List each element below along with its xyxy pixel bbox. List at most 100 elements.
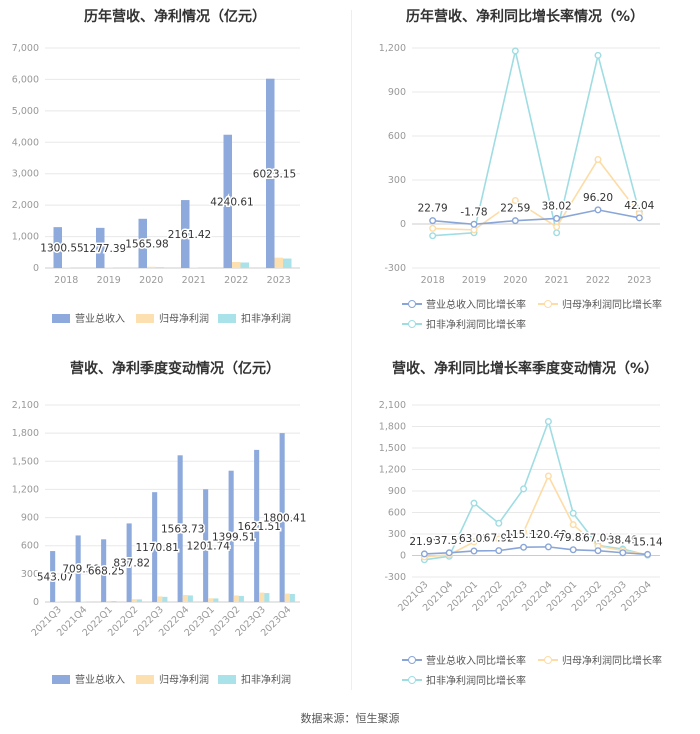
legend-revenue[interactable]: 营业总收入 bbox=[52, 310, 125, 325]
y-tick-label: 5,000 bbox=[12, 106, 39, 117]
data-label: 38.49 bbox=[608, 535, 638, 547]
bar-revenue bbox=[101, 539, 107, 602]
data-label: 4240.61 bbox=[210, 196, 253, 208]
y-tick-label: 300 bbox=[21, 569, 39, 580]
bar-revenue bbox=[181, 200, 190, 268]
data-label: 6023.15 bbox=[253, 168, 296, 180]
legend-net-growth[interactable]: 归母净利润同比增长率 bbox=[538, 652, 662, 667]
bar-revenue bbox=[177, 455, 183, 602]
y-tick-label: 600 bbox=[21, 541, 39, 552]
legend-deducted-profit[interactable]: 扣非净利润 bbox=[218, 310, 291, 325]
y-tick-label: 2,000 bbox=[12, 200, 39, 211]
y-tick-label: -300 bbox=[384, 572, 406, 583]
bar-net-profit bbox=[259, 592, 265, 602]
data-label: 79.83 bbox=[558, 532, 588, 544]
data-point bbox=[594, 547, 602, 555]
data-point bbox=[495, 519, 503, 527]
data-label: -1.78 bbox=[460, 206, 487, 218]
x-tick-label: 2019 bbox=[462, 275, 486, 286]
y-tick-label: 1,500 bbox=[12, 456, 39, 467]
y-tick-label: 1,500 bbox=[379, 443, 406, 454]
x-tick-label: 2020 bbox=[139, 275, 163, 286]
data-point bbox=[429, 224, 437, 232]
data-point bbox=[511, 47, 519, 55]
bar-revenue bbox=[279, 433, 285, 602]
legend-deducted-growth[interactable]: 扣非净利润同比增长率 bbox=[402, 316, 526, 331]
x-tick-label: 2021 bbox=[545, 275, 569, 286]
data-label: 837.82 bbox=[113, 558, 150, 570]
data-label: 67.04 bbox=[583, 533, 613, 545]
legend-net-growth[interactable]: 归母净利润同比增长率 bbox=[538, 296, 662, 311]
bar-net-profit bbox=[233, 595, 239, 602]
y-tick-label: 900 bbox=[388, 486, 406, 497]
data-label: 15.14 bbox=[633, 536, 663, 548]
data-label: 1277.39 bbox=[83, 243, 126, 255]
chart-title: 营收、净利季度变动情况（亿元） bbox=[70, 361, 280, 377]
legend-net-profit[interactable]: 归母净利润 bbox=[136, 310, 209, 325]
data-label: 709.56 bbox=[62, 564, 99, 576]
series-line-deducted bbox=[432, 50, 641, 237]
data-label: 1565.98 bbox=[125, 238, 168, 250]
panel-annual-revenue: 历年营收、净利情况（亿元） 0 1,000 2,000 3,000 4,000 5,000… bbox=[0, 0, 350, 350]
y-tick-label: 300 bbox=[388, 175, 406, 186]
y-tick-label: 0 bbox=[400, 551, 406, 562]
data-point bbox=[520, 485, 528, 493]
y-tick-label: 600 bbox=[388, 508, 406, 519]
data-point bbox=[594, 155, 602, 163]
x-tick-label: 2023 bbox=[627, 275, 651, 286]
y-tick-label: 0 bbox=[33, 597, 39, 608]
bar-deducted-profit bbox=[187, 595, 193, 602]
y-tick-label: 900 bbox=[388, 87, 406, 98]
data-point bbox=[594, 51, 602, 59]
series-line-deducted bbox=[424, 418, 648, 561]
chart-title: 历年营收、净利同比增长率情况（%） bbox=[405, 9, 645, 25]
data-label: 21.98 bbox=[409, 536, 439, 548]
data-point bbox=[511, 217, 519, 225]
legend-net-profit[interactable]: 归母净利润 bbox=[136, 671, 209, 686]
legend-revenue-growth[interactable]: 营业总收入同比增长率 bbox=[402, 296, 526, 311]
y-tick-label: 1,800 bbox=[12, 428, 39, 439]
legend-revenue[interactable]: 营业总收入 bbox=[52, 671, 125, 686]
data-label: 38.02 bbox=[542, 200, 572, 212]
series-line-revenue bbox=[424, 546, 648, 556]
bar-deducted-profit bbox=[136, 599, 142, 602]
data-source: 数据来源：恒生聚源 bbox=[300, 712, 400, 725]
data-point bbox=[495, 535, 503, 543]
y-tick-label: 1,000 bbox=[12, 232, 39, 243]
y-tick-label: 1,200 bbox=[379, 43, 406, 54]
data-point bbox=[495, 547, 503, 555]
bar-revenue bbox=[228, 470, 234, 602]
data-label: 668.25 bbox=[88, 566, 125, 578]
y-tick-label: 3,000 bbox=[12, 169, 39, 180]
y-tick-label: 1,800 bbox=[379, 422, 406, 433]
x-tick-label: 2023 bbox=[267, 275, 291, 286]
bar-net-profit bbox=[274, 257, 283, 268]
bar-revenue bbox=[138, 218, 147, 268]
bar-deducted-profit bbox=[240, 262, 249, 268]
bar-net-profit bbox=[106, 600, 112, 602]
data-label: 1170.81 bbox=[135, 542, 178, 554]
bar-deducted-profit bbox=[264, 593, 270, 602]
panel-quarterly-growth: 营收、净利同比增长率季度变动情况（%） -300 0 300 600 900 1,200 1… bbox=[350, 350, 700, 700]
y-tick-label: 1,200 bbox=[379, 465, 406, 476]
bar-revenue bbox=[126, 523, 132, 602]
bar-deducted-profit bbox=[213, 598, 219, 602]
legend-deducted-growth[interactable]: 扣非净利润同比增长率 bbox=[402, 672, 526, 687]
bar-net-profit bbox=[147, 266, 156, 268]
data-label: 22.79 bbox=[418, 203, 448, 215]
y-tick-label: -300 bbox=[384, 263, 406, 274]
bar-deducted-profit bbox=[162, 596, 168, 602]
x-tick-label: 2018 bbox=[421, 275, 445, 286]
data-point bbox=[520, 543, 528, 551]
data-label: 63.02 bbox=[459, 533, 489, 545]
y-tick-label: 0 bbox=[33, 263, 39, 274]
data-point bbox=[569, 546, 577, 554]
data-point bbox=[553, 223, 561, 231]
legend-deducted-profit[interactable]: 扣非净利润 bbox=[218, 671, 291, 686]
legend-revenue-growth[interactable]: 营业总收入同比增长率 bbox=[402, 652, 526, 667]
bar-revenue bbox=[203, 489, 209, 602]
data-point bbox=[429, 232, 437, 240]
y-tick-label: 0 bbox=[400, 219, 406, 230]
bar-net-profit bbox=[131, 599, 137, 602]
y-tick-label: 900 bbox=[21, 513, 39, 524]
